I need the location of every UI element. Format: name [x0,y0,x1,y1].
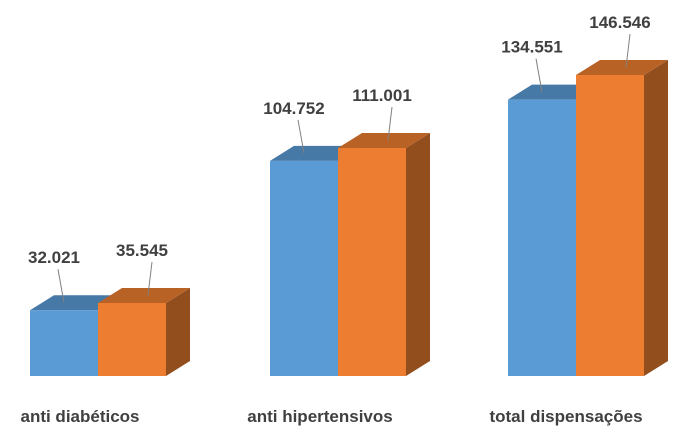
bar-orange-2 [576,60,668,376]
data-label: 32.021 [28,248,80,267]
data-labels: 32.021 35.545 104.752 111.001 134.551 146.546 [28,13,651,267]
bar-front-face [270,160,338,376]
bar-side-face [644,60,668,376]
bars-layer [30,60,668,377]
bar-front-face [338,148,406,376]
data-label: 146.546 [589,13,650,32]
leader-line [147,261,153,296]
category-label: total dispensações [489,407,642,426]
category-axis: anti diabéticos anti hipertensivos total d… [20,407,642,426]
bar-top-face [338,133,430,149]
leader-line [535,58,543,93]
bar-orange-0 [98,287,190,376]
data-label: 134.551 [501,38,562,57]
leader-line [387,106,393,141]
bar-top-face [98,287,190,303]
bar-orange-1 [338,133,430,376]
leader-lines [57,33,631,303]
bar-front-face [576,75,644,376]
leader-line [625,33,631,68]
data-label: 35.545 [116,241,168,260]
bar-front-face [508,99,576,377]
bar-front-face [98,302,166,376]
bar-side-face [166,287,190,376]
data-label: 104.752 [263,99,324,118]
bar-side-face [406,133,430,376]
leader-line [297,119,305,154]
category-label: anti hipertensivos [247,407,392,426]
category-label: anti diabéticos [20,407,139,426]
bar-top-face [576,60,668,75]
bar-front-face [30,310,98,376]
data-label: 111.001 [352,86,412,105]
leader-line [57,269,65,303]
